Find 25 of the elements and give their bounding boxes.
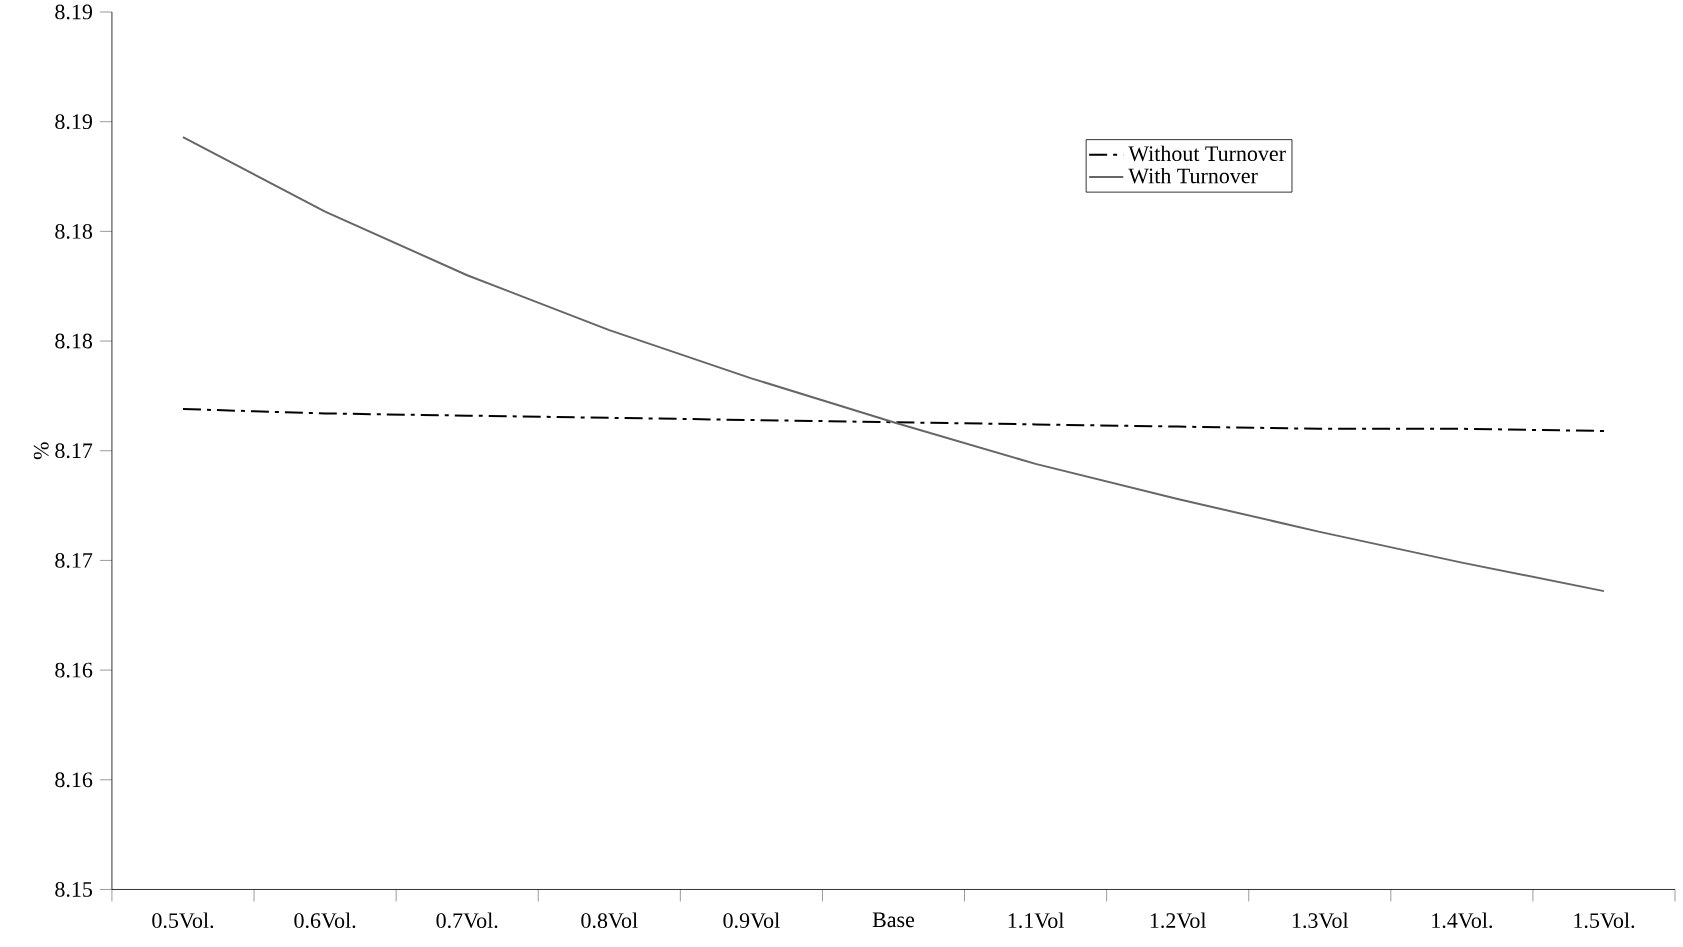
- y-tick-label: 8.15: [55, 881, 93, 897]
- x-tick-label: 0.8Vol: [581, 912, 638, 928]
- legend-label: With Turnover: [1128, 167, 1258, 184]
- x-tick-label: 1.4Vol.: [1432, 912, 1493, 928]
- x-tick-label: 0.7Vol.: [436, 912, 498, 928]
- x-tick-label: 0.9Vol: [723, 912, 780, 928]
- y-tick-label: 8.19: [55, 4, 92, 20]
- x-tick-label: 1.1Vol: [1008, 912, 1064, 928]
- x-tick-label: 1.2Vol: [1150, 912, 1207, 928]
- x-tick-label: 1.3Vol: [1292, 912, 1349, 928]
- y-tick-label: 8.16: [55, 662, 93, 678]
- y-tick-label: 8.17: [55, 552, 93, 568]
- y-tick-label: 8.18: [55, 333, 93, 349]
- y-tick-label: 8.19: [55, 114, 92, 129]
- y-tick-label: 8.18: [55, 223, 93, 239]
- y-tick-label: 8.16: [55, 772, 93, 788]
- y-tick-label: 8.17: [55, 443, 93, 458]
- line-series: [181, 407, 1605, 432]
- y-axis-title: %: [33, 442, 49, 459]
- x-tick-label: 0.5Vol.: [152, 912, 214, 928]
- x-tick-label: Base: [872, 912, 915, 927]
- line-series: [181, 135, 1605, 592]
- legend-label: Without Turnover: [1128, 145, 1286, 162]
- x-tick-label: 1.5Vol.: [1574, 912, 1635, 928]
- x-tick-label: 0.6Vol.: [294, 912, 356, 928]
